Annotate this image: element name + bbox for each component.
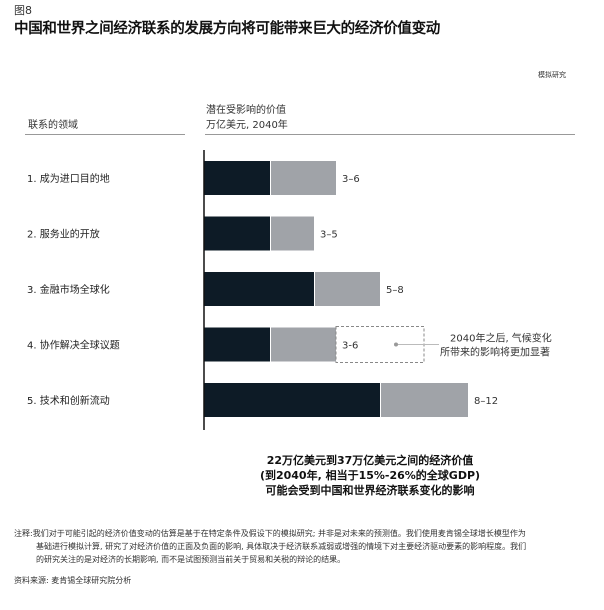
annotation-dot bbox=[394, 342, 398, 347]
category-label: 2. 服务业的开放 bbox=[27, 228, 100, 241]
summary-line: (到2040年, 相当于15%-26%的全球GDP) bbox=[259, 469, 481, 482]
data-label: 3–6 bbox=[342, 174, 360, 185]
note-line: 基础进行模拟计算, 研究了对经济价值的正面及负面的影响, 具体取决于经济联系减弱… bbox=[36, 542, 527, 551]
footnote: 注释:我们对于可能引起的经济价值变动的估算是基于在特定条件及假设下的模拟研究; … bbox=[14, 527, 594, 566]
summary-line: 可能会受到中国和世界经济联系变化的影响 bbox=[265, 484, 475, 497]
right-column-header-line1: 潜在受影响的价值 bbox=[206, 105, 286, 116]
study-tag: 模拟研究 bbox=[538, 71, 566, 79]
data-label: 8–12 bbox=[474, 396, 498, 407]
bar-low bbox=[204, 161, 270, 195]
bar-high bbox=[271, 327, 336, 362]
summary-line: 22万亿美元到37万亿美元之间的经济价值 bbox=[266, 454, 474, 467]
note-line: 的研究关注的是对经济的长期影响, 而不是试图预测当前关于贸易和关税的辩论的结果。 bbox=[36, 555, 346, 564]
bar-high bbox=[271, 216, 314, 251]
bar-low bbox=[204, 383, 380, 417]
data-label: 3-6 bbox=[342, 341, 358, 352]
data-label: 3–5 bbox=[320, 230, 338, 241]
data-label: 5–8 bbox=[386, 285, 404, 296]
category-label: 5. 技术和创新流动 bbox=[27, 394, 110, 407]
note-label: 注释: bbox=[14, 529, 33, 538]
summary-text: 22万亿美元到37万亿美元之间的经济价值 (到2040年, 相当于15%-26%… bbox=[200, 453, 540, 498]
category-label: 4. 协作解决全球议题 bbox=[27, 339, 120, 352]
bar-low bbox=[204, 327, 270, 362]
annotation-text: 2040年之后, 气候变化 bbox=[450, 332, 552, 345]
left-column-header: 联系的领域 bbox=[28, 120, 78, 131]
category-label: 1. 成为进口目的地 bbox=[27, 172, 110, 185]
source-note: 资料来源: 麦肯锡全球研究院分析 bbox=[14, 576, 132, 585]
category-label: 3. 金融市场全球化 bbox=[27, 283, 110, 296]
bar-high bbox=[271, 161, 336, 195]
right-header-rule bbox=[205, 134, 575, 135]
left-header-rule bbox=[25, 134, 185, 135]
bar-low bbox=[204, 216, 270, 251]
bar-low bbox=[204, 272, 314, 306]
figure-label: 图8 bbox=[14, 4, 32, 17]
bar-high bbox=[315, 272, 380, 306]
note-line: 我们对于可能引起的经济价值变动的估算是基于在特定条件及假设下的模拟研究; 并非是… bbox=[32, 529, 526, 538]
chart-title: 中国和世界之间经济联系的发展方向将可能带来巨大的经济价值变动 bbox=[14, 21, 440, 37]
bar-high bbox=[381, 383, 468, 417]
annotation-text: 所带来的影响将更加显著 bbox=[440, 346, 550, 359]
right-column-header-line2: 万亿美元, 2040年 bbox=[206, 120, 288, 131]
